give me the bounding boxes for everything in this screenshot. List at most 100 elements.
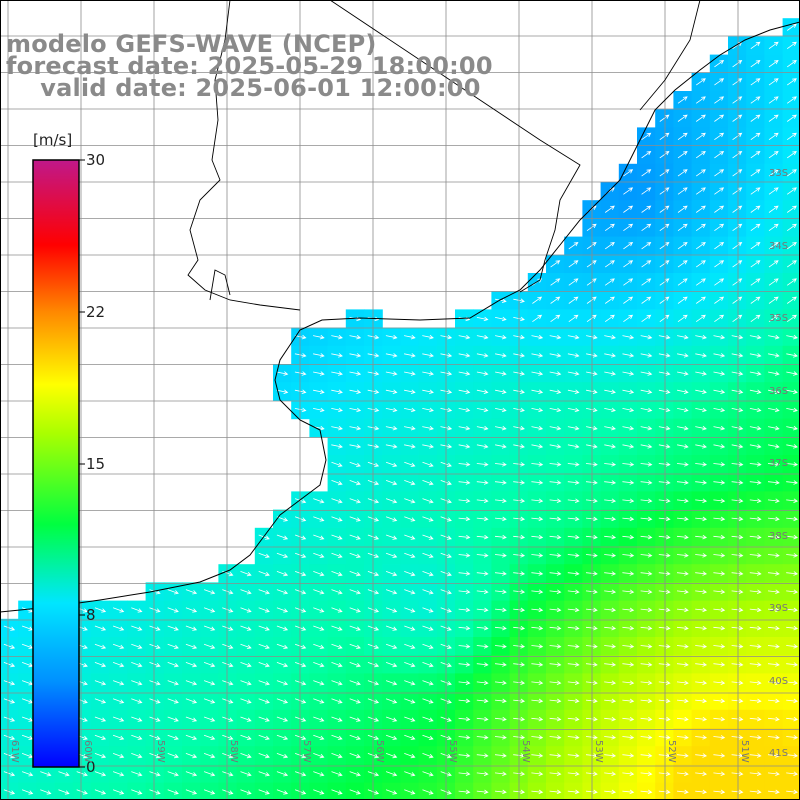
speed-cell (728, 309, 747, 329)
wind-arrow (404, 625, 416, 631)
wind-arrow (695, 96, 706, 104)
wind-arrow (604, 771, 617, 776)
wind-arrow (731, 334, 744, 340)
wind-arrow (567, 680, 580, 685)
lon-label: 51W (739, 740, 750, 763)
speed-cell (600, 291, 620, 310)
wind-arrow (677, 96, 688, 104)
wind-arrow (567, 607, 580, 613)
wind-arrow (149, 698, 161, 704)
wind-arrow (349, 334, 362, 340)
speed-cell (764, 309, 784, 329)
speed-cell (746, 273, 765, 292)
wind-arrow (659, 151, 670, 159)
wind-arrow (676, 662, 689, 667)
wind-arrow (695, 607, 708, 613)
wind-arrow (94, 625, 107, 631)
wind-arrow (422, 680, 434, 686)
speed-cell (728, 163, 747, 183)
lon-label: 55W (447, 740, 458, 763)
coastline-path (0, 21, 800, 613)
wind-arrow (640, 498, 653, 503)
speed-cell (691, 273, 711, 292)
wind-arrow (167, 607, 179, 613)
border-line (329, 0, 581, 293)
wind-arrow (331, 444, 343, 449)
speed-cell (728, 54, 747, 74)
wind-arrow (676, 534, 689, 540)
wind-arrow (222, 753, 234, 759)
wind-arrow (659, 132, 670, 141)
lat-label: 35S (769, 313, 789, 324)
speed-cell (709, 127, 729, 147)
speed-cell (764, 54, 784, 74)
wind-arrow (313, 589, 325, 595)
wind-arrow (258, 589, 270, 595)
wind-arrow (767, 462, 780, 467)
wind-arrow (676, 789, 689, 795)
wind-arrow (349, 753, 361, 759)
wind-arrow (749, 698, 762, 704)
wind-arrow (731, 607, 744, 613)
wind-arrow (422, 516, 434, 522)
wind-arrow (476, 389, 489, 394)
wind-arrow (422, 389, 434, 394)
wind-arrow (550, 296, 561, 304)
wind-arrow (676, 462, 689, 467)
speed-cell (673, 200, 693, 219)
wind-arrow (623, 223, 634, 232)
speed-cell (637, 145, 656, 165)
wind-arrow (112, 607, 125, 613)
wind-arrow (495, 353, 507, 358)
wind-arrow (422, 625, 434, 631)
wind-arrow (731, 553, 744, 558)
wind-arrow (786, 425, 798, 431)
wind-arrow (385, 680, 398, 686)
speed-cell (691, 218, 711, 238)
wind-arrow (58, 771, 70, 777)
speed-cell (327, 782, 347, 800)
wind-arrow (585, 644, 598, 649)
wind-arrow (749, 371, 762, 376)
wind-arrow (458, 407, 471, 413)
wind-arrow (240, 734, 252, 740)
wind-arrow (476, 534, 489, 540)
wind-arrow (3, 753, 16, 759)
colorbar-tick-15: 15 (86, 455, 106, 473)
wind-arrow (385, 534, 398, 540)
wind-arrow (385, 498, 398, 504)
wind-arrow (349, 353, 362, 358)
wind-arrow (458, 771, 471, 776)
wind-arrow (567, 735, 580, 740)
wind-arrow (768, 169, 779, 177)
speed-cell (309, 782, 329, 800)
wind-arrow (567, 334, 580, 340)
wind-arrow (658, 716, 671, 722)
wind-arrow (458, 425, 471, 431)
wind-arrow (695, 716, 708, 722)
wind-arrow (549, 571, 562, 576)
wind-arrow (404, 498, 416, 504)
wind-arrow (732, 151, 743, 159)
wind-arrow (203, 753, 216, 759)
speed-cell (673, 182, 693, 201)
wind-arrow (750, 78, 761, 86)
wind-arrow (531, 534, 544, 540)
wind-arrow (112, 771, 125, 777)
wind-arrow (276, 552, 289, 558)
wind-arrow (568, 296, 579, 304)
wind-arrow (713, 789, 726, 795)
wind-arrow (531, 753, 544, 758)
wind-arrow (677, 371, 689, 376)
wind-arrow (786, 169, 797, 177)
wind-arrow (331, 389, 343, 394)
wind-arrow (476, 571, 489, 576)
wind-arrow (149, 680, 161, 686)
wind-arrow (695, 151, 706, 159)
wind-arrow (677, 334, 689, 340)
wind-arrow (531, 407, 544, 413)
wind-arrow (749, 534, 762, 540)
wind-arrow (531, 771, 544, 776)
wind-arrow (404, 389, 416, 394)
